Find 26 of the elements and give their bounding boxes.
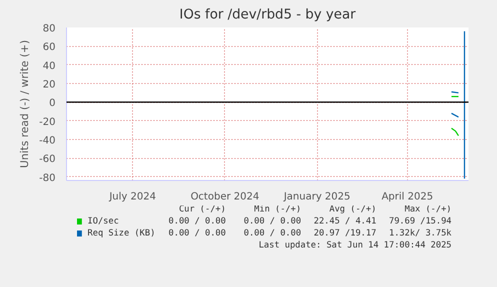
x-tick-label: April 2025 — [382, 192, 434, 202]
y-tick-label: 60 — [42, 42, 56, 54]
text: Last update: Sat Jun 14 17:00:44 2025 — [258, 240, 452, 250]
y-tick-label: 20 — [42, 79, 56, 90]
legend-label: Req Size (KB) — [88, 228, 156, 238]
y-tick-label: -60 — [39, 154, 56, 166]
y-tick-label: 80 — [42, 24, 56, 34]
text: 22.45 / 4.41 — [314, 216, 376, 226]
text: 0.00 / 0.00 — [244, 216, 302, 226]
y-tick-label: 40 — [42, 60, 56, 72]
y-tick-label: -40 — [39, 135, 56, 146]
x-tick-label: January 2025 — [282, 192, 350, 202]
text: 79.69 /15.94 — [388, 216, 452, 226]
y-tick-label: 0 — [49, 98, 56, 110]
text: 0.00 / 0.00 — [244, 228, 302, 238]
text: 0.00 / 0.00 — [168, 228, 226, 238]
y-axis-title: Units read (-) / write (+) — [18, 40, 32, 168]
legend-label: IO/sec — [88, 216, 119, 226]
text: 20.97 /19.17 — [314, 228, 376, 238]
y-tick-label: -80 — [39, 172, 56, 184]
x-tick-label: October 2024 — [190, 192, 260, 202]
chart-title: IOs for /dev/rbd5 - by year — [179, 8, 356, 22]
x-tick-label: July 2024 — [108, 192, 156, 202]
y-tick-label: -20 — [39, 116, 56, 128]
text: 1.32k/ 3.75k — [388, 228, 452, 238]
text: 0.00 / 0.00 — [168, 216, 226, 226]
